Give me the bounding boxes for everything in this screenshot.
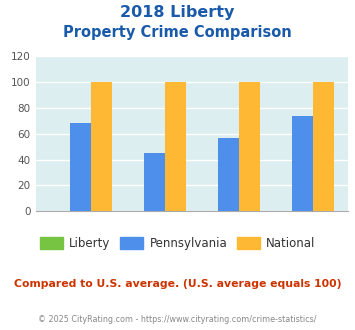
Bar — [313, 82, 334, 211]
Text: © 2025 CityRating.com - https://www.cityrating.com/crime-statistics/: © 2025 CityRating.com - https://www.city… — [38, 315, 317, 324]
Bar — [144, 153, 165, 211]
Bar — [165, 82, 186, 211]
Bar — [239, 82, 260, 211]
Bar — [91, 82, 112, 211]
Bar — [292, 115, 313, 211]
Legend: Liberty, Pennsylvania, National: Liberty, Pennsylvania, National — [35, 232, 320, 254]
Text: Property Crime Comparison: Property Crime Comparison — [63, 25, 292, 40]
Bar — [70, 123, 91, 211]
Text: Compared to U.S. average. (U.S. average equals 100): Compared to U.S. average. (U.S. average … — [14, 279, 341, 289]
Bar — [218, 138, 239, 211]
Text: 2018 Liberty: 2018 Liberty — [120, 5, 235, 20]
